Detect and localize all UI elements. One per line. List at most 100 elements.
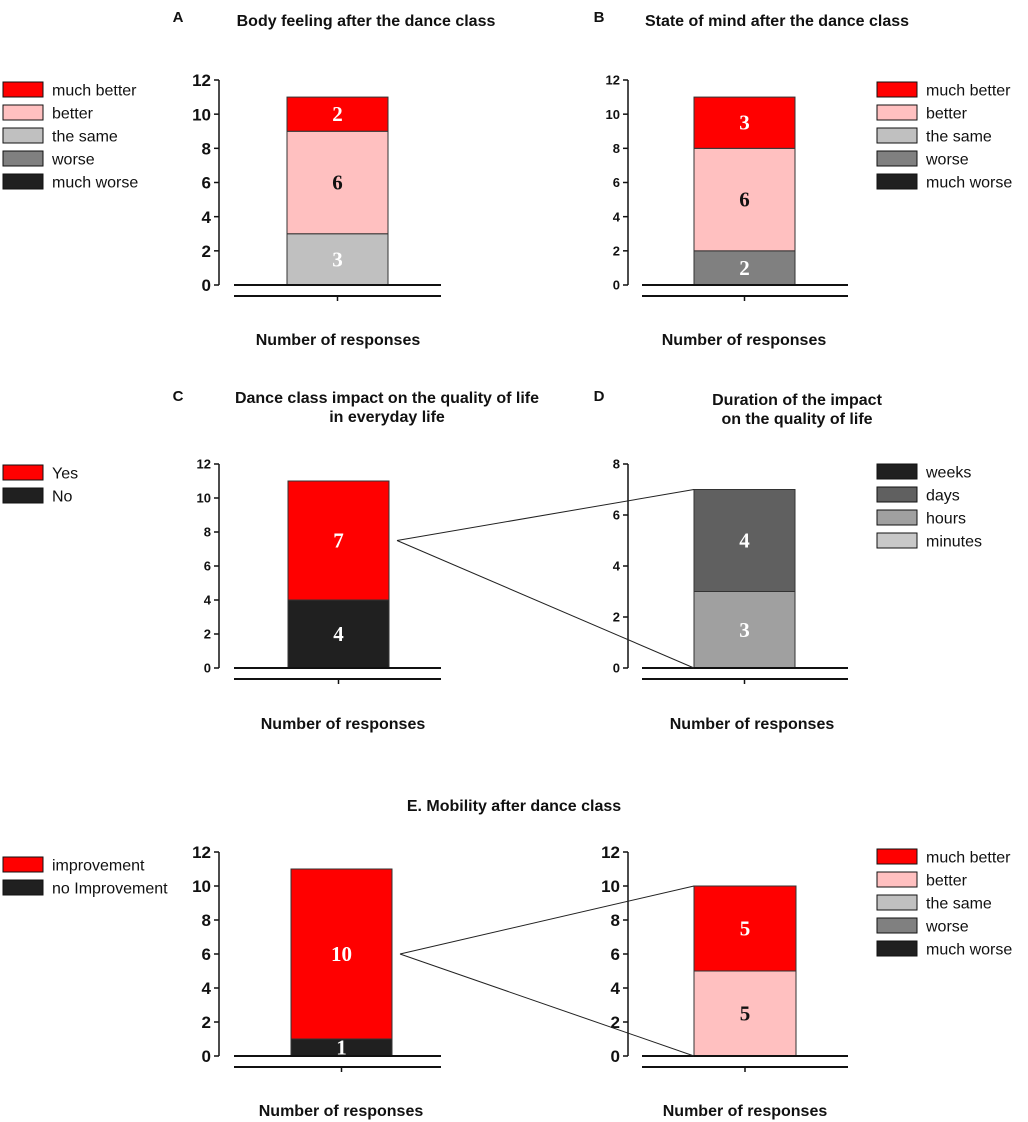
section-e-title: E. Mobility after dance class (407, 798, 621, 815)
legend: much better better the same worse much worse (2, 81, 138, 192)
y-tick-label: 2 (613, 244, 620, 259)
y-tick-label: 8 (202, 911, 211, 930)
y-tick-label: 2 (611, 1013, 620, 1032)
data-label: 5 (740, 917, 751, 941)
data-label: 2 (332, 102, 343, 126)
y-tick-label: 12 (192, 71, 211, 90)
zoom-line-bottom (399, 953, 695, 1057)
bar-segment (693, 96, 796, 149)
legend-swatch (2, 487, 44, 504)
y-tick-label: 0 (611, 1047, 620, 1066)
y-tick-label: 10 (192, 877, 211, 896)
legend-label: much worse (926, 942, 1012, 959)
y-tick-label: 12 (601, 843, 620, 862)
y-tick-label: 10 (197, 491, 211, 506)
legend-swatch (2, 856, 44, 873)
panel-letter: C (173, 388, 184, 405)
x-axis-label: Number of responses (256, 332, 421, 349)
data-label: 3 (332, 247, 343, 271)
bar-segment (286, 233, 389, 286)
chart-title-line: Dance class impact on the quality of lif… (235, 390, 539, 407)
legend-swatch (876, 848, 918, 865)
x-axis-label: Number of responses (261, 716, 426, 733)
legend-label: much better (926, 83, 1011, 100)
legend-label: better (926, 873, 968, 890)
y-tick-label: 10 (192, 105, 211, 124)
chart-a: A Body feeling after the dance class 0 2 4 6 8… (2, 9, 496, 349)
y-tick-label: 6 (202, 174, 211, 193)
x-axis-label: Number of responses (670, 716, 835, 733)
bar-segment (693, 147, 796, 252)
bar-segment (693, 591, 796, 669)
x-axis-label: Number of responses (259, 1103, 424, 1120)
x-axis-label: Number of responses (662, 332, 827, 349)
legend-label: better (926, 106, 968, 123)
legend-swatch (876, 871, 918, 888)
y-tick-label: 12 (197, 457, 211, 472)
y-tick-label: 6 (202, 945, 211, 964)
bar-segment (287, 480, 390, 601)
y-tick-label: 6 (613, 175, 620, 190)
legend-swatch (876, 509, 918, 526)
chart-title-line: Body feeling after the dance class (237, 13, 496, 30)
y-tick-label: 6 (613, 508, 620, 523)
legend-swatch (876, 81, 918, 98)
y-tick-label: 4 (613, 559, 621, 574)
legend-swatch (876, 463, 918, 480)
legend-swatch (876, 127, 918, 144)
y-tick-label: 2 (204, 627, 211, 642)
legend-swatch (876, 150, 918, 167)
legend-label: minutes (926, 534, 982, 551)
legend-label: much better (926, 850, 1011, 867)
y-tick-label: 2 (202, 1013, 211, 1032)
legend-swatch (876, 104, 918, 121)
legend: improvement no Improvement (2, 856, 168, 898)
legend-label: no Improvement (52, 881, 168, 898)
zoom-line-top (396, 489, 695, 541)
legend-swatch (876, 940, 918, 957)
panel-letter: D (594, 388, 605, 405)
legend-label: No (52, 489, 73, 506)
legend-label: Yes (52, 466, 78, 483)
data-label: 4 (739, 529, 750, 553)
legend-label: much worse (926, 175, 1012, 192)
data-label: 6 (739, 188, 750, 212)
legend-swatch (876, 917, 918, 934)
legend-swatch (876, 173, 918, 190)
chart-e1: 0 2 4 6 8 10 12 1 10 Number of responses improveme… (2, 843, 441, 1120)
legend-label: worse (925, 152, 969, 169)
legend-label: the same (926, 129, 992, 146)
legend-swatch (876, 486, 918, 503)
chart-b: B State of mind after the dance class 0 2 4 6… (594, 9, 1013, 349)
y-tick-label: 0 (204, 661, 211, 676)
y-tick-label: 10 (606, 107, 620, 122)
bar-segment (693, 489, 796, 592)
legend-label: better (52, 106, 94, 123)
y-tick-label: 8 (204, 525, 211, 540)
bar-segment (286, 130, 389, 235)
data-label: 10 (331, 942, 352, 966)
y-tick-label: 12 (606, 73, 620, 88)
y-tick-label: 0 (202, 276, 211, 295)
chart-title-line: in everyday life (329, 409, 445, 426)
bar-segment (286, 96, 389, 132)
zoom-line-bottom (396, 540, 695, 669)
bar-segment (693, 885, 797, 972)
data-label: 7 (333, 529, 344, 553)
y-tick-label: 8 (202, 139, 211, 158)
legend-label: the same (52, 129, 118, 146)
y-tick-label: 12 (192, 843, 211, 862)
zoom-connector (399, 885, 695, 1057)
legend-label: worse (925, 919, 969, 936)
panel-letter: B (594, 9, 605, 26)
y-tick-label: 4 (613, 209, 621, 224)
legend-label: worse (51, 152, 95, 169)
chart-e2: 0 2 4 6 8 10 12 5 5 Number of responses much bette… (601, 843, 1012, 1120)
data-label: 4 (333, 622, 344, 646)
y-tick-label: 0 (613, 661, 620, 676)
legend-label: days (926, 488, 960, 505)
y-tick-label: 4 (611, 979, 621, 998)
chart-c: C Dance class impact on the quality of li… (2, 388, 539, 733)
y-tick-label: 4 (204, 593, 212, 608)
